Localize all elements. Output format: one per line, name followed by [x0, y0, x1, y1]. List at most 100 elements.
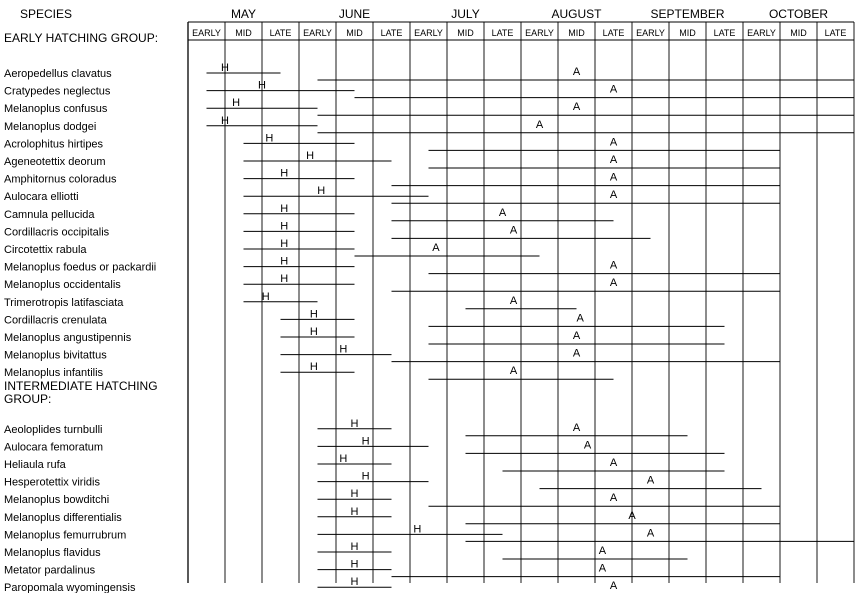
species-name: Paropomala wyomingensis — [4, 582, 136, 593]
month-label: SEPTEMBER — [650, 7, 724, 21]
period-label: LATE — [492, 28, 514, 38]
month-label: MAY — [231, 7, 256, 21]
month-label: JULY — [451, 7, 479, 21]
hatch-marker: H — [351, 488, 359, 500]
species-name: Cratypedes neglectus — [4, 86, 111, 98]
period-label: LATE — [381, 28, 403, 38]
hatch-marker: H — [221, 115, 229, 127]
species-header: SPECIES — [20, 7, 72, 21]
species-name: Cordillacris occipitalis — [4, 226, 110, 238]
hatch-marker: H — [280, 203, 288, 215]
adult-marker: A — [610, 154, 618, 166]
species-name: Melanoplus dodgei — [4, 121, 96, 133]
species-name: Melanoplus bowditchi — [4, 494, 109, 506]
hatch-marker: H — [280, 273, 288, 285]
group-title: EARLY HATCHING GROUP: — [4, 31, 158, 45]
species-name: Aulocara femoratum — [4, 441, 103, 453]
month-label: OCTOBER — [769, 7, 828, 21]
hatch-marker: H — [351, 576, 359, 588]
hatch-marker: H — [310, 361, 318, 373]
hatch-marker: H — [351, 541, 359, 553]
adult-marker: A — [573, 101, 581, 113]
period-label: LATE — [714, 28, 736, 38]
period-label: MID — [457, 28, 474, 38]
species-name: Aeropedellus clavatus — [4, 68, 112, 80]
hatch-marker: H — [413, 523, 421, 535]
period-label: EARLY — [747, 28, 776, 38]
hatch-marker: H — [351, 418, 359, 430]
hatch-marker: H — [339, 344, 347, 356]
period-label: MID — [679, 28, 696, 38]
adult-marker: A — [628, 510, 636, 522]
hatch-marker: H — [280, 238, 288, 250]
hatch-marker: H — [306, 150, 314, 162]
species-name: Ageneotettix deorum — [4, 156, 106, 168]
adult-marker: A — [573, 422, 581, 434]
species-name: Cordillacris crenulata — [4, 314, 108, 326]
adult-marker: A — [432, 242, 440, 254]
species-name: Melanoplus confusus — [4, 103, 108, 115]
period-label: EARLY — [414, 28, 443, 38]
species-name: Melanoplus bivitattus — [4, 350, 107, 362]
adult-marker: A — [610, 580, 618, 592]
period-label: EARLY — [192, 28, 221, 38]
species-name: Circotettix rabula — [4, 244, 87, 256]
species-name: Aeoloplides turnbulli — [4, 424, 102, 436]
adult-marker: A — [536, 119, 544, 131]
hatch-marker: H — [339, 453, 347, 465]
hatch-marker: H — [310, 326, 318, 338]
adult-marker: A — [573, 66, 581, 78]
period-label: EARLY — [636, 28, 665, 38]
period-label: LATE — [603, 28, 625, 38]
adult-marker: A — [610, 136, 618, 148]
adult-marker: A — [610, 457, 618, 469]
species-name: Camnula pellucida — [4, 209, 95, 221]
adult-marker: A — [510, 295, 518, 307]
period-label: MID — [235, 28, 252, 38]
period-label: MID — [346, 28, 363, 38]
hatch-marker: H — [351, 506, 359, 518]
adult-marker: A — [599, 563, 607, 575]
group-title: GROUP: — [4, 392, 51, 406]
species-name: Melanoplus flavidus — [4, 547, 101, 559]
species-name: Melanoplus angustipennis — [4, 332, 132, 344]
hatch-marker: H — [310, 308, 318, 320]
hatch-marker: H — [258, 80, 266, 92]
adult-marker: A — [584, 439, 592, 451]
adult-marker: A — [647, 527, 655, 539]
adult-marker: A — [499, 207, 507, 219]
period-label: MID — [568, 28, 585, 38]
adult-marker: A — [599, 545, 607, 557]
adult-marker: A — [610, 84, 618, 96]
period-label: LATE — [825, 28, 847, 38]
adult-marker: A — [510, 365, 518, 377]
adult-marker: A — [610, 189, 618, 201]
group-title: INTERMEDIATE HATCHING — [4, 379, 158, 393]
adult-marker: A — [647, 475, 655, 487]
month-label: AUGUST — [551, 7, 602, 21]
period-label: MID — [790, 28, 807, 38]
hatch-marker: H — [280, 256, 288, 268]
period-label: EARLY — [303, 28, 332, 38]
adult-marker: A — [573, 330, 581, 342]
species-name: Melanoplus foedus or packardii — [4, 262, 156, 274]
adult-marker: A — [610, 260, 618, 272]
species-name: Amphitornus coloradus — [4, 174, 117, 186]
adult-marker: A — [510, 224, 518, 236]
period-label: EARLY — [525, 28, 554, 38]
month-label: JUNE — [339, 7, 370, 21]
species-name: Trimerotropis latifasciata — [4, 297, 124, 309]
species-name: Acrolophitus hirtipes — [4, 138, 104, 150]
species-name: Melanoplus femurrubrum — [4, 529, 126, 541]
species-name: Metator pardalinus — [4, 565, 96, 577]
hatch-marker: H — [221, 62, 229, 74]
hatch-marker: H — [280, 220, 288, 232]
adult-marker: A — [573, 348, 581, 360]
species-name: Hesperotettix viridis — [4, 477, 100, 489]
species-name: Melanoplus occidentalis — [4, 279, 121, 291]
adult-marker: A — [610, 277, 618, 289]
species-name: Aulocara elliotti — [4, 191, 79, 203]
hatch-marker: H — [362, 471, 370, 483]
